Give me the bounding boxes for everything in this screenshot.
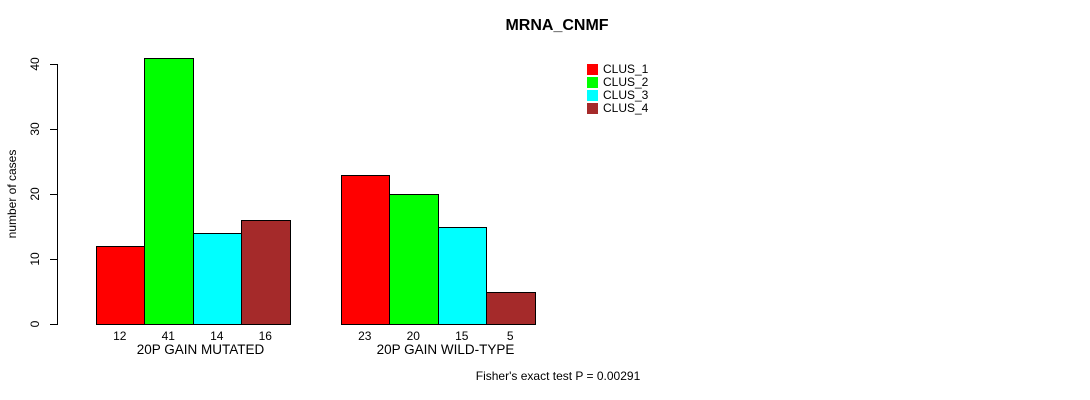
bar-value-label: 5	[506, 329, 514, 343]
bar-value-label: 20	[406, 329, 420, 343]
legend-label: CLUS_3	[603, 88, 649, 102]
bar-value-label: 23	[358, 329, 372, 343]
group-label: 20P GAIN MUTATED	[136, 342, 265, 357]
y-tick-mark	[50, 259, 57, 260]
y-tick-mark	[50, 129, 57, 130]
y-tick-label: 30	[28, 122, 42, 136]
stat-test-label: Fisher's exact test P = 0.00291	[475, 369, 641, 383]
y-tick-label: 10	[28, 252, 42, 266]
group-label: 20P GAIN WILD-TYPE	[376, 342, 515, 357]
bar-value-label: 14	[210, 329, 224, 343]
y-tick-label: 0	[28, 320, 42, 328]
legend-swatch	[587, 90, 598, 101]
legend-swatch	[587, 103, 598, 114]
bar-value-label: 15	[455, 329, 469, 343]
y-tick-label: 40	[28, 57, 42, 71]
bar	[95, 246, 145, 325]
bar	[486, 291, 536, 325]
y-tick-label: 20	[28, 187, 42, 201]
y-tick-mark	[50, 194, 57, 195]
y-axis-line	[57, 64, 58, 325]
legend-label: CLUS_4	[603, 101, 649, 115]
bar	[389, 194, 439, 325]
legend-label: CLUS_1	[603, 62, 649, 76]
bar	[437, 226, 487, 325]
legend-swatch	[587, 77, 598, 88]
bar	[144, 57, 194, 325]
bar	[192, 233, 242, 325]
bar-value-label: 16	[258, 329, 272, 343]
chart-title: MRNA_CNMF	[505, 17, 609, 34]
bar	[241, 220, 291, 325]
legend-swatch	[587, 64, 598, 75]
y-axis-label: number of cases	[5, 149, 19, 239]
bar	[340, 174, 390, 325]
bar-value-label: 12	[113, 329, 127, 343]
y-tick-mark	[50, 324, 57, 325]
bar-value-label: 41	[161, 329, 175, 343]
legend-label: CLUS_2	[603, 75, 649, 89]
y-tick-mark	[50, 64, 57, 65]
